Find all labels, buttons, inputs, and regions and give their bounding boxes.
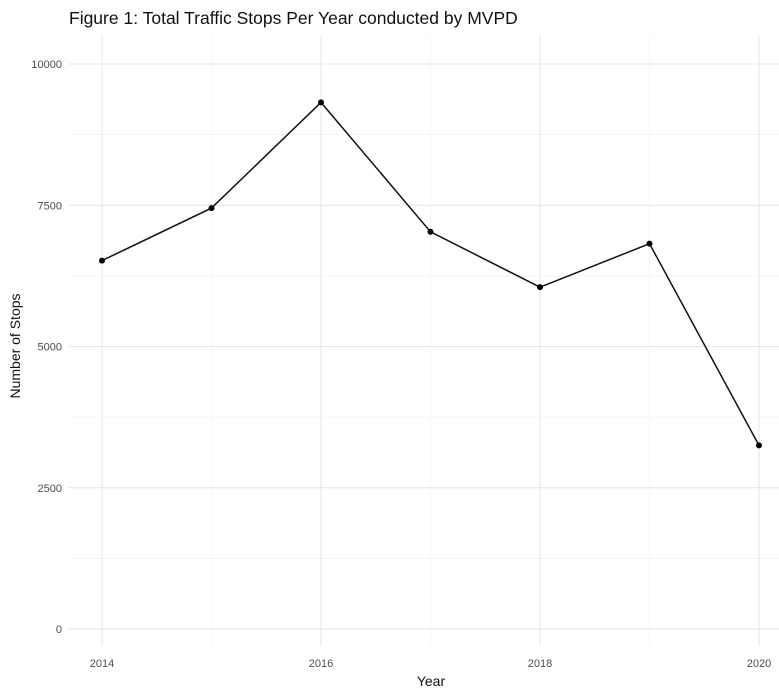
y-tick-label: 0	[56, 624, 62, 636]
chart-title: Figure 1: Total Traffic Stops Per Year c…	[69, 8, 518, 28]
data-points	[99, 99, 762, 449]
x-tick-label: 2018	[528, 658, 552, 670]
x-tick-label: 2014	[90, 658, 114, 670]
data-point-2018	[537, 284, 543, 291]
x-axis-ticks: 2014 2016 2018 2020	[90, 658, 771, 670]
x-tick-label: 2020	[747, 658, 771, 670]
data-point-2014	[99, 257, 105, 264]
y-tick-label: 5000	[38, 342, 62, 354]
x-axis-title: Year	[417, 673, 446, 689]
data-point-2016	[318, 99, 324, 106]
y-tick-label: 2500	[38, 483, 62, 495]
data-point-2019	[646, 240, 653, 247]
y-tick-label: 10000	[31, 59, 62, 71]
y-axis-ticks: 0 2500 5000 7500 10000	[31, 59, 62, 636]
data-point-2020	[756, 442, 762, 449]
x-tick-label: 2016	[309, 658, 333, 670]
data-point-2015	[208, 205, 215, 212]
gridlines	[69, 36, 779, 646]
data-point-2017	[427, 228, 434, 235]
y-axis-title: Number of Stops	[7, 293, 23, 398]
y-tick-label: 7500	[38, 200, 62, 212]
